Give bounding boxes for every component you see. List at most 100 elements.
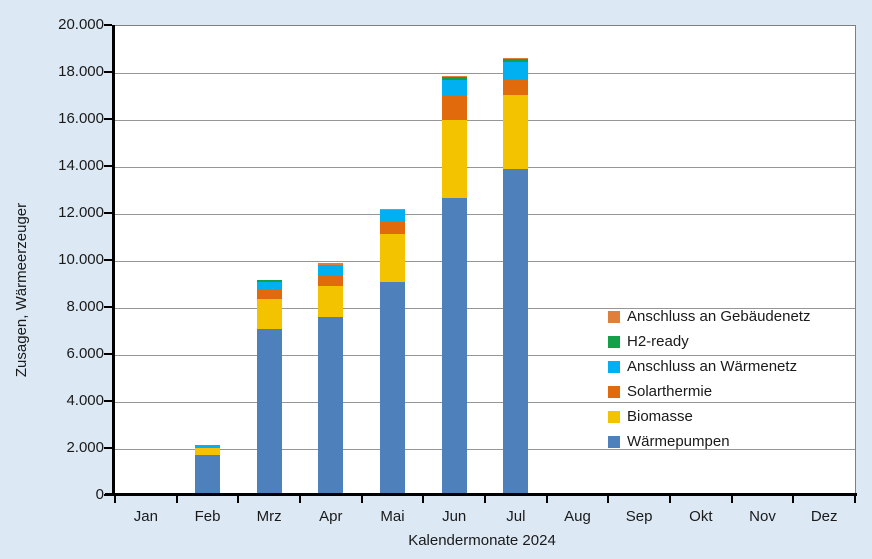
bar-segment-jul	[503, 169, 529, 496]
legend-item: Anschluss an Gebäudenetz	[608, 304, 810, 329]
x-axis-tick-label: Aug	[564, 508, 591, 525]
legend-color-swatch	[608, 360, 620, 373]
y-axis-tick-label: 2.000	[66, 439, 104, 456]
bar-segment-apr	[318, 317, 344, 496]
bar-segment-feb	[195, 445, 220, 448]
y-axis-tick	[104, 306, 112, 308]
x-axis-tick-label: Nov	[749, 508, 776, 525]
bar-segment-mai	[380, 210, 405, 222]
x-axis-tick	[114, 496, 116, 503]
bar-segment-feb	[195, 447, 220, 455]
legend-item: H2-ready	[608, 329, 810, 354]
bar-segment-mrz	[256, 288, 282, 300]
x-axis-tick	[360, 496, 363, 503]
bar-segment-mai	[380, 208, 405, 211]
legend-color-swatch	[608, 335, 620, 348]
y-axis-tick-label: 16.000	[58, 110, 104, 127]
x-axis-tick	[792, 496, 795, 503]
plot-area	[115, 25, 856, 496]
y-axis-tick-label: 4.000	[66, 392, 104, 409]
gridline	[115, 308, 855, 309]
x-axis-title: Kalendermonate 2024	[408, 532, 556, 549]
y-axis-tick	[104, 400, 112, 402]
x-axis-tick-label: Mai	[380, 508, 405, 525]
y-axis-tick-label: 12.000	[58, 204, 104, 221]
bar-segment-jul	[503, 95, 529, 170]
bar-segment-jun	[441, 79, 467, 97]
bar-segment-jun	[441, 96, 467, 120]
legend: Anschluss an Gebäudenetz H2-ready Anschlus…	[608, 304, 810, 454]
bar-segment-mai	[380, 282, 405, 496]
y-axis-tick-label: 20.000	[58, 16, 104, 33]
y-axis-tick-label: 10.000	[58, 251, 104, 268]
x-axis-tick	[422, 496, 425, 503]
x-axis-tick-label: Apr	[319, 508, 343, 525]
bar-segment-jul	[503, 61, 529, 80]
legend-label: Wärmepumpen	[627, 432, 730, 450]
y-axis-tick	[104, 259, 112, 261]
y-axis-tick-label: 6.000	[66, 345, 104, 362]
y-axis-tick-label: 8.000	[66, 298, 104, 315]
gridline	[115, 214, 855, 215]
legend-label: Biomasse	[627, 407, 693, 425]
x-axis-line	[105, 493, 857, 496]
bar-segment-apr	[318, 286, 344, 318]
legend-color-swatch	[608, 385, 620, 398]
bar-segment-mrz	[256, 280, 282, 282]
bar-segment-mai	[380, 233, 405, 283]
y-axis-tick	[104, 353, 112, 355]
gridline	[115, 402, 855, 403]
x-axis-tick	[607, 496, 610, 503]
x-axis-tick-label: Jan	[133, 508, 158, 525]
bar-segment-jul	[503, 58, 529, 62]
gridline	[115, 261, 855, 262]
x-axis-tick-label: Mrz	[256, 508, 282, 525]
x-axis-tick	[545, 496, 548, 503]
x-axis-tick	[854, 496, 856, 503]
y-axis-tick	[104, 212, 112, 214]
y-axis-tick-label: 14.000	[58, 157, 104, 174]
bar-segment-jul	[503, 79, 529, 96]
gridline	[115, 167, 855, 168]
legend-item: Biomasse	[608, 404, 810, 429]
y-axis-tick	[104, 165, 112, 167]
gridline	[115, 449, 855, 450]
legend-color-swatch	[608, 435, 620, 448]
x-axis-tick	[484, 496, 486, 503]
y-axis-tick	[104, 118, 112, 120]
x-axis-tick-label: Dez	[810, 508, 838, 525]
legend-label: Anschluss an Gebäudenetz	[627, 307, 811, 325]
legend-label: Anschluss an Wärmenetz	[627, 357, 798, 375]
x-axis-tick-label: Okt	[689, 508, 713, 525]
legend-color-swatch	[608, 410, 620, 423]
bar-segment-apr	[318, 263, 344, 265]
x-axis-tick	[730, 496, 733, 503]
legend-item: Anschluss an Wärmenetz	[608, 354, 810, 379]
x-axis-tick	[669, 496, 671, 503]
y-axis-tick	[104, 494, 112, 496]
legend-label: Solarthermie	[627, 382, 713, 400]
bar-segment-jun	[441, 197, 467, 496]
y-axis-tick	[104, 71, 112, 73]
bar-segment-mrz	[256, 329, 282, 496]
legend-item: Wärmepumpen	[608, 429, 810, 454]
x-axis-tick-label: Jul	[506, 508, 526, 525]
gridline	[115, 73, 855, 74]
bar-segment-mrz	[256, 299, 282, 330]
gridline	[115, 355, 855, 356]
x-axis-tick	[175, 496, 178, 503]
bar-segment-mrz	[256, 281, 282, 289]
x-axis-tick	[299, 496, 301, 503]
bar-segment-apr	[318, 274, 344, 287]
y-axis-tick-label: 0	[95, 486, 104, 503]
y-axis-tick	[104, 447, 112, 449]
bar-segment-jun	[441, 119, 467, 198]
bar-segment-jun	[441, 76, 467, 78]
y-axis-tick	[104, 24, 112, 26]
y-axis-tick-label: 18.000	[58, 63, 104, 80]
y-axis-title: Zusagen, Wärmeerzeuger	[13, 202, 30, 378]
bar-segment-feb	[195, 454, 220, 496]
bar-segment-apr	[318, 264, 344, 275]
y-axis-line	[112, 25, 115, 496]
